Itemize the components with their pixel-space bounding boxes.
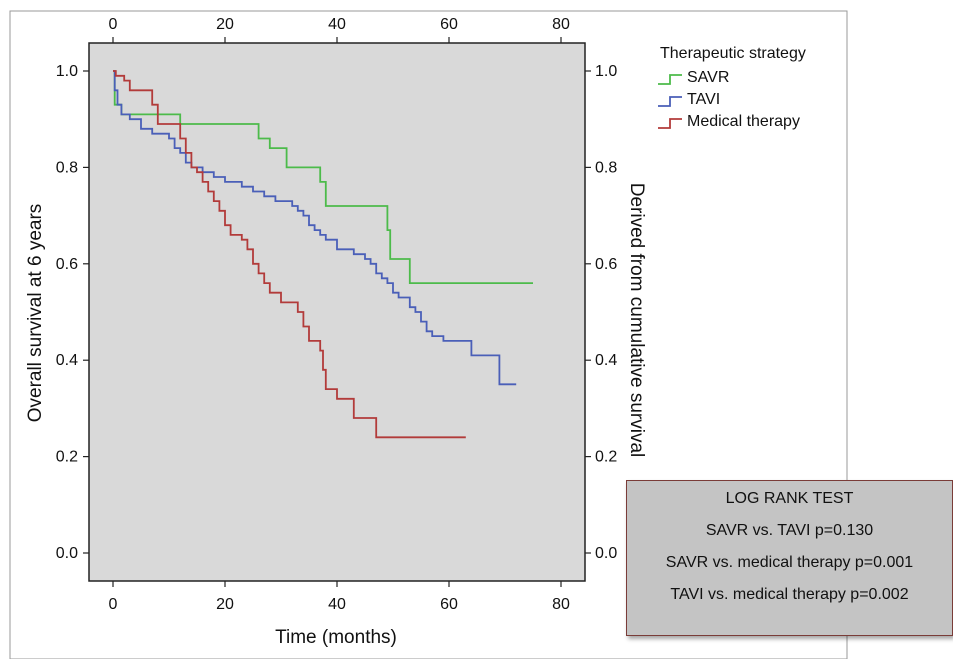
series-line-medical-therapy xyxy=(113,70,466,439)
y-tick-label-left-0.4: 0.4 xyxy=(56,352,78,369)
legend-label-medical-therapy: Medical therapy xyxy=(687,113,800,130)
x-tick-label-top-20: 20 xyxy=(216,16,234,33)
legend-label-savr: SAVR xyxy=(687,69,729,86)
x-tick-label-top-0: 0 xyxy=(109,16,118,33)
x-tick-label-top-60: 60 xyxy=(440,16,458,33)
legend-title: Therapeutic strategy xyxy=(660,45,806,62)
y-axis-label: Overall survival at 6 years xyxy=(25,204,46,423)
series-line-tavi xyxy=(113,70,517,386)
log-rank-row-savr-medical: SAVR vs. medical therapy p=0.001 xyxy=(665,554,914,571)
legend-swatch-savr xyxy=(658,74,682,85)
y-tick-label-left-0.6: 0.6 xyxy=(56,256,78,273)
y-axis-label-right: Derived from cumulative survival xyxy=(626,183,647,458)
y-tick-label-right-0.6: 0.6 xyxy=(595,256,617,273)
y-tick-label-left-0.2: 0.2 xyxy=(56,449,78,466)
y-tick-label-left-1.0: 1.0 xyxy=(56,63,78,80)
x-tick-label-top-80: 80 xyxy=(552,16,570,33)
x-tick-label-bottom-60: 60 xyxy=(440,596,458,613)
y-tick-label-right-0.0: 0.0 xyxy=(595,545,617,562)
legend-swatch-medical-therapy xyxy=(658,118,682,129)
legend-swatch-tavi xyxy=(658,96,682,107)
x-tick-label-top-40: 40 xyxy=(328,16,346,33)
plot-area xyxy=(88,42,586,582)
y-tick-label-left-0.8: 0.8 xyxy=(56,159,78,176)
x-tick-label-bottom-40: 40 xyxy=(328,596,346,613)
x-axis-label: Time (months) xyxy=(275,627,397,648)
legend: Therapeutic strategy SAVR TAVI Medical the… xyxy=(658,45,806,130)
y-tick-label-right-0.2: 0.2 xyxy=(595,449,617,466)
legend-label-tavi: TAVI xyxy=(687,91,720,108)
y-tick-label-left-0.0: 0.0 xyxy=(56,545,78,562)
x-tick-label-bottom-0: 0 xyxy=(109,596,118,613)
axes: 0 0 20 20 40 40 60 60 80 80 0.0 0.0 0.2 0.2 0.4 0.4 0.6 0… xyxy=(56,16,618,613)
y-tick-label-right-0.4: 0.4 xyxy=(595,352,617,369)
log-rank-title: LOG RANK TEST xyxy=(725,490,854,507)
y-tick-label-right-1.0: 1.0 xyxy=(595,63,617,80)
x-tick-label-bottom-20: 20 xyxy=(216,596,234,613)
series-lines xyxy=(113,70,533,439)
log-rank-row-savr-tavi: SAVR vs. TAVI p=0.130 xyxy=(705,522,874,539)
log-rank-box: LOG RANK TEST SAVR vs. TAVI p=0.130 SAVR… xyxy=(626,480,953,636)
x-tick-label-bottom-80: 80 xyxy=(552,596,570,613)
y-tick-label-right-0.8: 0.8 xyxy=(595,159,617,176)
log-rank-row-tavi-medical: TAVI vs. medical therapy p=0.002 xyxy=(670,586,909,603)
